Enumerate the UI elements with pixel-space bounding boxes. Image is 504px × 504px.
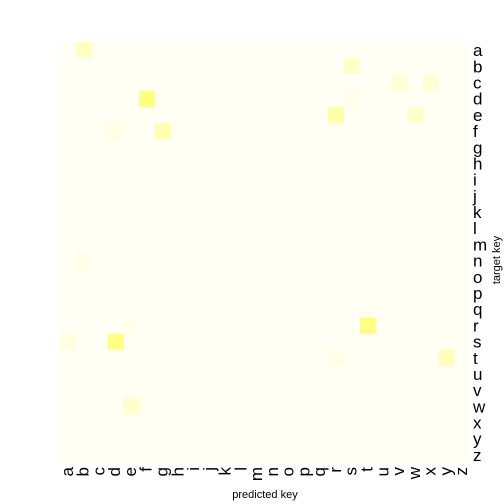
x-tick-label: z — [452, 467, 471, 476]
x-tick-label: k — [216, 467, 235, 476]
heatmap-cell-d-s — [343, 90, 360, 107]
x-tick-label: c — [89, 467, 108, 476]
y-tick-label: d — [473, 90, 482, 109]
y-tick-label: m — [473, 235, 487, 254]
y-tick-label: x — [473, 414, 482, 433]
x-tick-label: g — [153, 467, 172, 476]
y-tick-label: i — [473, 171, 477, 190]
x-tick-label: t — [358, 467, 377, 472]
y-tick-label: l — [473, 219, 477, 238]
x-tick-label: j — [200, 467, 219, 472]
heatmap-cell-e-w — [406, 106, 423, 123]
x-tick-label: w — [405, 466, 424, 480]
x-tick-label: e — [121, 467, 140, 476]
y-tick-label: a — [473, 41, 483, 60]
x-tick-label: v — [389, 467, 408, 476]
y-tick-label: z — [473, 446, 482, 465]
x-tick-label: f — [137, 467, 156, 472]
x-tick-label: l — [231, 467, 250, 471]
x-tick-label: p — [294, 467, 313, 476]
y-tick-label: n — [473, 252, 482, 271]
y-tick-label: u — [473, 365, 482, 384]
x-tick-label: q — [310, 467, 329, 476]
heatmap-cell-e-r — [328, 106, 344, 123]
heatmap-cell-s-a — [60, 333, 76, 350]
x-tick-label: o — [279, 467, 298, 476]
x-tick-label: n — [263, 467, 282, 476]
heatmap-cell-a-b — [75, 42, 92, 59]
y-tick-label: s — [473, 333, 482, 352]
heatmap-cell-w-e — [123, 398, 139, 415]
x-tick-label: r — [326, 467, 345, 473]
heatmap-cell-c-v — [391, 74, 407, 91]
heatmap-cell-n-b — [75, 252, 92, 269]
heatmap-cells — [60, 42, 455, 415]
x-tick-label: h — [168, 467, 187, 476]
x-tick-label: u — [373, 467, 392, 476]
x-tick-label: a — [58, 466, 77, 476]
heatmap-cell-c-x — [422, 74, 439, 91]
x-tick-label: y — [436, 467, 455, 476]
y-tick-label: e — [473, 106, 482, 125]
x-tick-label: b — [74, 467, 93, 476]
x-axis-title: predicted key — [232, 489, 298, 501]
heatmap-background — [60, 42, 470, 463]
y-tick-label: j — [472, 187, 477, 206]
heatmap-cell-t-r — [328, 349, 344, 366]
y-tick-label: g — [473, 138, 482, 157]
y-tick-label: o — [473, 268, 482, 287]
y-tick-label: t — [473, 349, 478, 368]
y-tick-label: w — [472, 397, 486, 416]
y-tick-label: q — [473, 300, 482, 319]
heatmap-cell-d-f — [138, 90, 155, 107]
x-tick-label: x — [421, 467, 440, 476]
y-axis-title: target key — [491, 235, 503, 284]
y-tick-label: k — [473, 203, 482, 222]
heatmap-cell-r-e — [123, 317, 139, 334]
y-tick-label: c — [473, 73, 482, 92]
y-tick-label: p — [473, 284, 482, 303]
heatmap-cell-s-d — [107, 333, 124, 350]
x-tick-label: m — [247, 467, 266, 481]
x-tick-label: i — [184, 467, 203, 471]
y-tick-label: y — [473, 430, 482, 449]
heatmap-cell-t-y — [438, 349, 455, 366]
heatmap-cell-f-g — [154, 122, 171, 140]
y-tick-label: b — [473, 57, 482, 76]
x-tick-label: s — [342, 467, 361, 476]
heatmap-cell-b-s — [343, 58, 360, 75]
heatmap-cell-r-t — [359, 317, 376, 334]
y-tick-label: f — [473, 122, 478, 141]
heatmap-cell-f-d — [107, 122, 124, 140]
y-tick-label: r — [473, 316, 479, 335]
y-tick-label: h — [473, 154, 482, 173]
y-tick-label: v — [473, 381, 482, 400]
x-tick-label: d — [105, 467, 124, 476]
